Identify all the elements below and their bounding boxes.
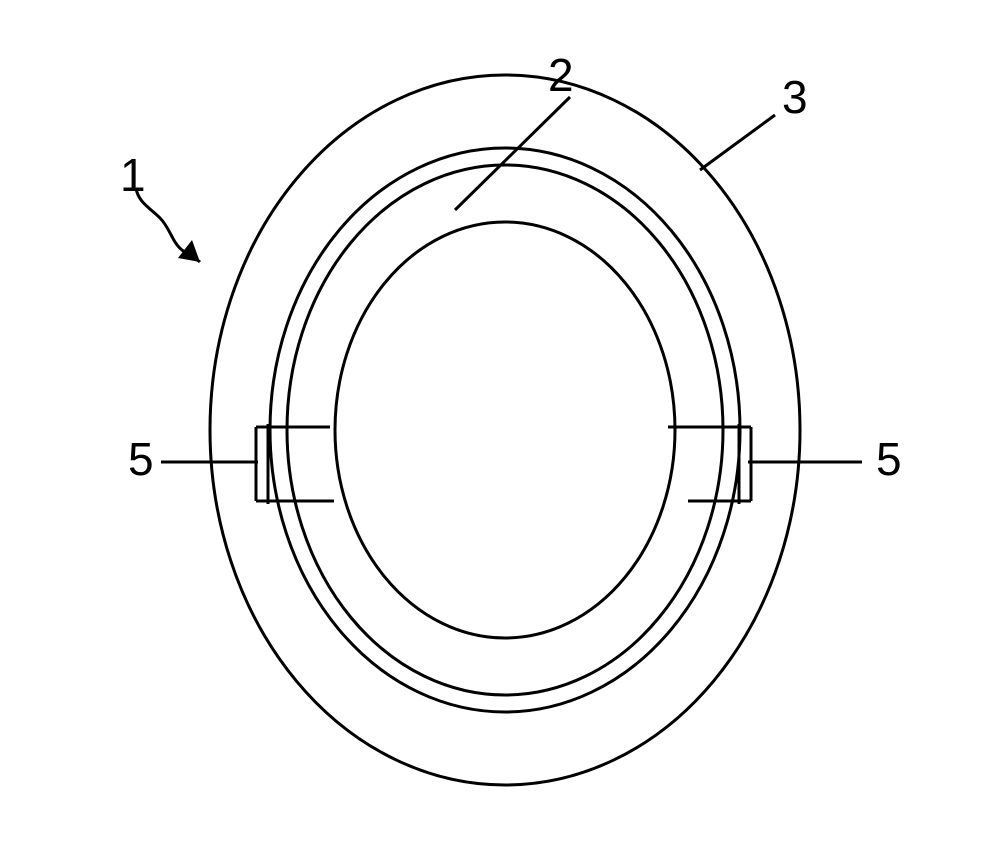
connector-5-left — [256, 424, 334, 504]
connector-5-right — [668, 424, 751, 504]
inner-ellipse — [335, 222, 675, 638]
label-3: 3 — [782, 70, 808, 124]
leader-line-3 — [700, 115, 775, 170]
label-5-left: 5 — [128, 432, 154, 486]
label-2: 2 — [548, 48, 574, 102]
arrow-1 — [136, 188, 200, 262]
label-5-right: 5 — [876, 432, 902, 486]
mid-outer-ellipse — [270, 148, 740, 712]
mid-inner-ellipse — [287, 165, 723, 695]
outer-ellipse — [210, 75, 800, 785]
diagram-svg — [0, 0, 1000, 846]
label-1: 1 — [120, 148, 146, 202]
